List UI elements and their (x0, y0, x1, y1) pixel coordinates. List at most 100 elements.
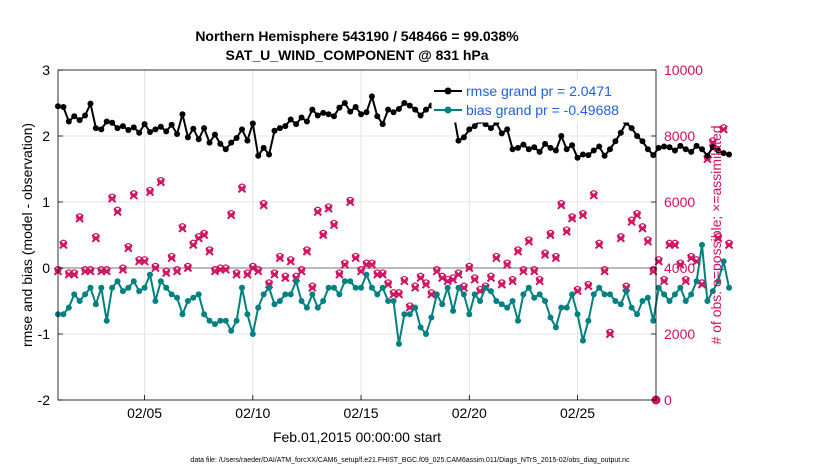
obs-assimilated-point (573, 286, 582, 296)
bias-point (601, 291, 608, 298)
obs-assimilated-point (270, 270, 279, 279)
rmse-point (303, 118, 310, 125)
obs-assimilated-stroke (226, 210, 236, 220)
obs-assimilated-point (567, 214, 577, 223)
bias-point (163, 284, 170, 291)
obs-assimilated-point (584, 281, 593, 291)
bias-point (547, 314, 554, 321)
obs-assimilated-stroke (107, 194, 117, 203)
obs-assimilated-point (162, 268, 171, 278)
rmse-point (596, 143, 603, 150)
obs-assimilated-stroke (670, 240, 680, 250)
bias-point (699, 241, 705, 248)
obs-assimilated-stroke (551, 253, 561, 263)
x-axis: 02/05 02/10 02/15 02/20 02/25 (127, 395, 595, 421)
rmse-point (114, 125, 121, 132)
bias-point (309, 291, 316, 298)
bias-point (455, 284, 462, 291)
rmse-point (385, 106, 392, 113)
rmse-point (682, 146, 689, 153)
rmse-point (298, 114, 305, 121)
rmse-point (412, 106, 419, 113)
bias-point (98, 284, 105, 291)
bias-point (249, 331, 256, 337)
bias-point (715, 278, 722, 285)
bias-point (266, 284, 273, 291)
rmse-point (293, 121, 300, 128)
rmse-point (352, 103, 359, 110)
bias-point (579, 337, 586, 344)
rmse-point (579, 151, 586, 158)
rmse-point (715, 147, 722, 154)
bias-point (341, 278, 348, 285)
obs-assimilated-stroke (145, 187, 155, 197)
bias-point (211, 321, 218, 328)
obs-assimilated-stroke (232, 270, 241, 279)
obs-assimilated-point (356, 267, 366, 276)
bias-point (644, 294, 651, 301)
obs-assimilated-point (167, 253, 176, 263)
rmse-point (612, 138, 619, 145)
obs-assimilated-stroke (113, 207, 122, 217)
bias-point (688, 291, 695, 298)
rmse-point (179, 111, 186, 118)
bias-point (525, 284, 532, 291)
obs-assimilated-stroke (259, 201, 268, 210)
bias-point (607, 291, 613, 298)
bias-point (293, 278, 300, 285)
obs-assimilated-point (221, 265, 230, 274)
bias-point (466, 311, 473, 318)
rmse-point (460, 134, 467, 141)
bias-point (406, 311, 413, 318)
obs-assimilated-stroke (605, 329, 615, 339)
bias-point (92, 301, 99, 308)
bias-point (260, 291, 267, 298)
rmse-point (650, 152, 657, 159)
obs-assimilated-stroke (378, 270, 387, 279)
rmse-point (266, 151, 273, 158)
y-axis-label-left: rmse and bias (model - observation) (19, 123, 35, 347)
bias-point (152, 298, 159, 304)
rmse-point (309, 106, 316, 113)
left-tick-label: 3 (42, 62, 50, 78)
rmse-point (211, 131, 218, 138)
rmse-point (239, 126, 245, 133)
rmse-point (152, 126, 159, 133)
rmse-point (374, 113, 381, 120)
obs-assimilated-point (443, 276, 452, 286)
rmse-point (520, 141, 527, 148)
obs-assimilated-point (205, 247, 214, 256)
bias-point (574, 311, 581, 318)
rmse-point (699, 146, 705, 153)
obs-assimilated-point (714, 234, 723, 243)
legend-bias-marker (444, 106, 452, 114)
right-tick-label: 4000 (664, 260, 695, 276)
rmse-point (639, 138, 646, 145)
obs-assimilated-point (686, 253, 696, 263)
obs-assimilated-stroke (676, 260, 685, 269)
obs-assimilated-point (513, 247, 523, 256)
rmse-point (569, 142, 576, 149)
obs-assimilated-point (210, 267, 220, 276)
rmse-point (65, 118, 72, 125)
obs-assimilated-point (670, 240, 680, 250)
rmse-point (395, 105, 402, 112)
obs-assimilated-point (400, 276, 409, 286)
obs-assimilated-stroke (383, 280, 393, 289)
obs-assimilated-point (297, 267, 306, 276)
right-tick-label: 8000 (664, 128, 695, 144)
bias-point (244, 311, 251, 318)
bias-point (347, 278, 354, 285)
obs-assimilated-point (172, 267, 182, 276)
rmse-point (222, 146, 229, 153)
bias-point (336, 291, 343, 298)
rmse-point (482, 121, 489, 128)
obs-assimilated-point (719, 125, 728, 134)
bias-point (504, 304, 511, 311)
bias-point (314, 304, 321, 311)
obs-assimilated-stroke (329, 220, 339, 230)
obs-assimilated-stroke (589, 191, 598, 200)
obs-assimilated-stroke (124, 243, 133, 253)
obs-assimilated-point (340, 260, 350, 269)
